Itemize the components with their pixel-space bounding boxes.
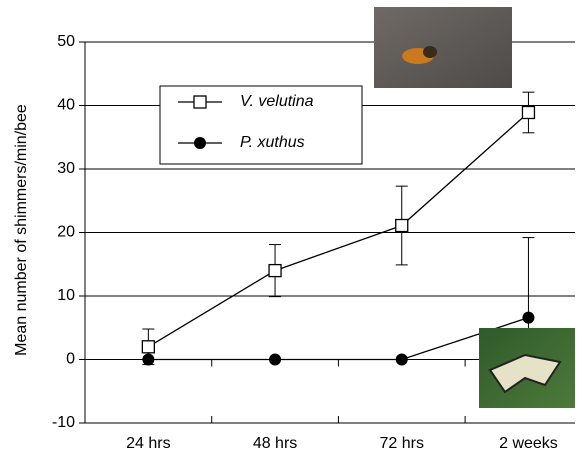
x-tick-label: 48 hrs [253, 435, 297, 452]
marker [396, 354, 408, 366]
y-tick-label: 50 [57, 33, 75, 50]
marker [269, 354, 281, 366]
legend-entry: V. velutina [178, 93, 314, 110]
marker [522, 106, 534, 118]
y-tick-label: 30 [57, 160, 75, 177]
y-tick-label: -10 [52, 414, 75, 431]
marker [269, 265, 281, 277]
x-tick-label: 72 hrs [380, 435, 424, 452]
y-tick-label: 40 [57, 97, 75, 114]
wasp-photo [374, 7, 512, 88]
series-line [148, 318, 528, 360]
y-tick-label: 0 [66, 351, 75, 368]
marker [522, 312, 534, 324]
x-tick-label: 2 weeks [499, 435, 558, 452]
y-tick-label: 20 [57, 224, 75, 241]
y-tick-label: 10 [57, 287, 75, 304]
chart: Mean number of shimmers/min/bee -10 0 10 20… [0, 0, 582, 459]
legend-label: P. xuthus [240, 134, 305, 151]
legend-label: V. velutina [240, 93, 314, 110]
page: {"chart_data": {"type": "line", "y_label… [0, 0, 582, 459]
x-tick-label: 24 hrs [126, 435, 170, 452]
legend-marker [194, 96, 206, 108]
butterfly-photo [479, 328, 575, 408]
marker [142, 341, 154, 353]
marker [396, 220, 408, 232]
marker [142, 354, 154, 366]
y-axis-label: Mean number of shimmers/min/bee [13, 104, 30, 356]
legend-marker [194, 137, 206, 149]
